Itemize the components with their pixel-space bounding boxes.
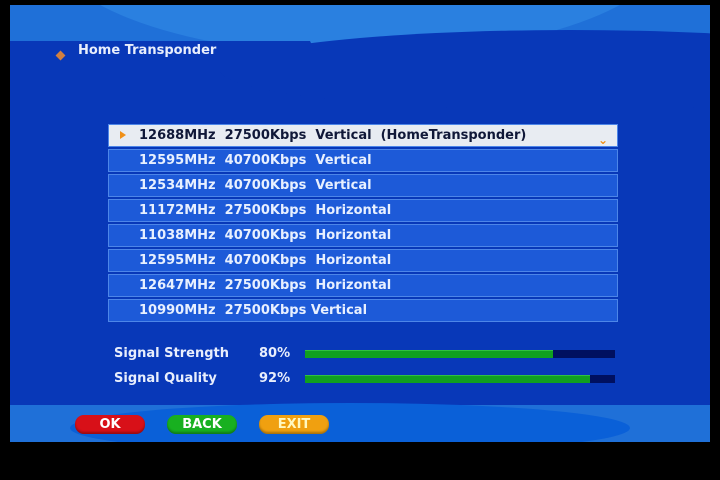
transponder-row[interactable]: 12647MHz 27500Kbps Horizontal: [108, 274, 618, 297]
signal-quality-value: 92%: [259, 371, 291, 386]
decor-arc-bottom: [70, 403, 630, 442]
signal-quality-fill: [305, 375, 591, 383]
signal-strength-bar: [305, 350, 615, 358]
screen: Home Transponder 12688MHz 27500Kbps Vert…: [10, 5, 710, 442]
transponder-row-selected[interactable]: 12688MHz 27500Kbps Vertical (HomeTranspo…: [108, 124, 618, 147]
signal-quality-label: Signal Quality: [114, 371, 217, 386]
selection-arrow-icon: [120, 131, 126, 139]
ok-button[interactable]: OK: [75, 415, 145, 434]
row-label: 12688MHz 27500Kbps Vertical (HomeTranspo…: [139, 128, 527, 143]
exit-button[interactable]: EXIT: [259, 415, 329, 434]
transponder-row[interactable]: 12595MHz 40700Kbps Vertical: [108, 149, 618, 172]
signal-strength-value: 80%: [259, 346, 291, 361]
chevron-down-icon[interactable]: ⌄: [597, 133, 608, 147]
transponder-row[interactable]: 10990MHz 27500Kbps Vertical: [108, 299, 618, 322]
transponder-row[interactable]: 12534MHz 40700Kbps Vertical: [108, 174, 618, 197]
transponder-row[interactable]: 12595MHz 40700Kbps Horizontal: [108, 249, 618, 272]
signal-strength-label: Signal Strength: [114, 346, 229, 361]
signal-quality-bar: [305, 375, 615, 383]
transponder-row[interactable]: 11172MHz 27500Kbps Horizontal: [108, 199, 618, 222]
transponder-row[interactable]: 11038MHz 40700Kbps Horizontal: [108, 224, 618, 247]
back-button[interactable]: BACK: [167, 415, 237, 434]
signal-strength-fill: [305, 350, 553, 358]
transponder-list[interactable]: 12688MHz 27500Kbps Vertical (HomeTranspo…: [108, 124, 618, 324]
page-title: Home Transponder: [78, 43, 217, 58]
